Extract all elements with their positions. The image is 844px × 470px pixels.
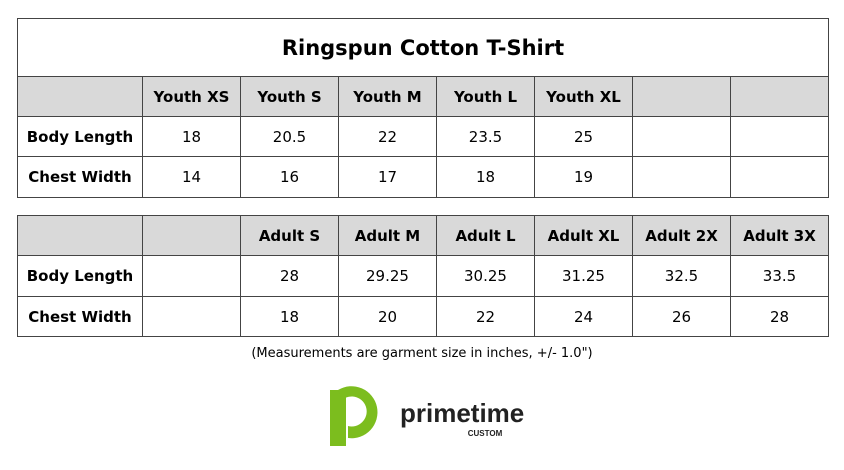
- column-header: Adult XL: [534, 215, 633, 256]
- table-cell: 31.25: [534, 255, 633, 297]
- empty-cell: [632, 156, 731, 198]
- empty-cell: [730, 116, 829, 157]
- table-cell: 28: [730, 296, 829, 337]
- empty-cell: [142, 296, 241, 337]
- column-header: Adult M: [338, 215, 437, 256]
- table-cell: 25: [534, 116, 633, 157]
- empty-cell: [632, 116, 731, 157]
- table-cell: 28: [240, 255, 339, 297]
- column-header: Youth L: [436, 76, 535, 117]
- table-title: Ringspun Cotton T-Shirt: [17, 18, 829, 77]
- footnote: (Measurements are garment size in inches…: [251, 346, 593, 361]
- table-cell: 20.5: [240, 116, 339, 157]
- empty-cell: [730, 156, 829, 198]
- empty-cell: [17, 76, 143, 117]
- empty-cell: [142, 255, 241, 297]
- table-cell: 19: [534, 156, 633, 198]
- row-label: Body Length: [17, 116, 143, 157]
- logo: primetime CUSTOM: [330, 386, 524, 446]
- column-header: Adult 3X: [730, 215, 829, 256]
- table-cell: 14: [142, 156, 241, 198]
- table-cell: 18: [142, 116, 241, 157]
- table-cell: 22: [338, 116, 437, 157]
- column-header: Youth XS: [142, 76, 241, 117]
- table-cell: 26: [632, 296, 731, 337]
- table-cell: 18: [240, 296, 339, 337]
- empty-cell: [17, 215, 143, 256]
- table-cell: 29.25: [338, 255, 437, 297]
- logo-mark: [338, 386, 378, 439]
- logo-mark: [330, 390, 346, 446]
- table-cell: 30.25: [436, 255, 535, 297]
- logo-tagline: CUSTOM: [468, 429, 503, 438]
- table-cell: 20: [338, 296, 437, 337]
- table-cell: 33.5: [730, 255, 829, 297]
- column-header: Youth S: [240, 76, 339, 117]
- table-cell: 24: [534, 296, 633, 337]
- column-header: Youth M: [338, 76, 437, 117]
- column-header: Adult 2X: [632, 215, 731, 256]
- column-header: Adult L: [436, 215, 535, 256]
- empty-cell: [730, 76, 829, 117]
- table-cell: 22: [436, 296, 535, 337]
- table-cell: 23.5: [436, 116, 535, 157]
- table-cell: 16: [240, 156, 339, 198]
- table-cell: 18: [436, 156, 535, 198]
- table-cell: 17: [338, 156, 437, 198]
- table-cell: 32.5: [632, 255, 731, 297]
- row-label: Chest Width: [17, 296, 143, 337]
- column-header: Adult S: [240, 215, 339, 256]
- empty-cell: [142, 215, 241, 256]
- logo-name: primetime: [400, 398, 524, 428]
- row-label: Chest Width: [17, 156, 143, 198]
- column-header: Youth XL: [534, 76, 633, 117]
- empty-cell: [632, 76, 731, 117]
- row-label: Body Length: [17, 255, 143, 297]
